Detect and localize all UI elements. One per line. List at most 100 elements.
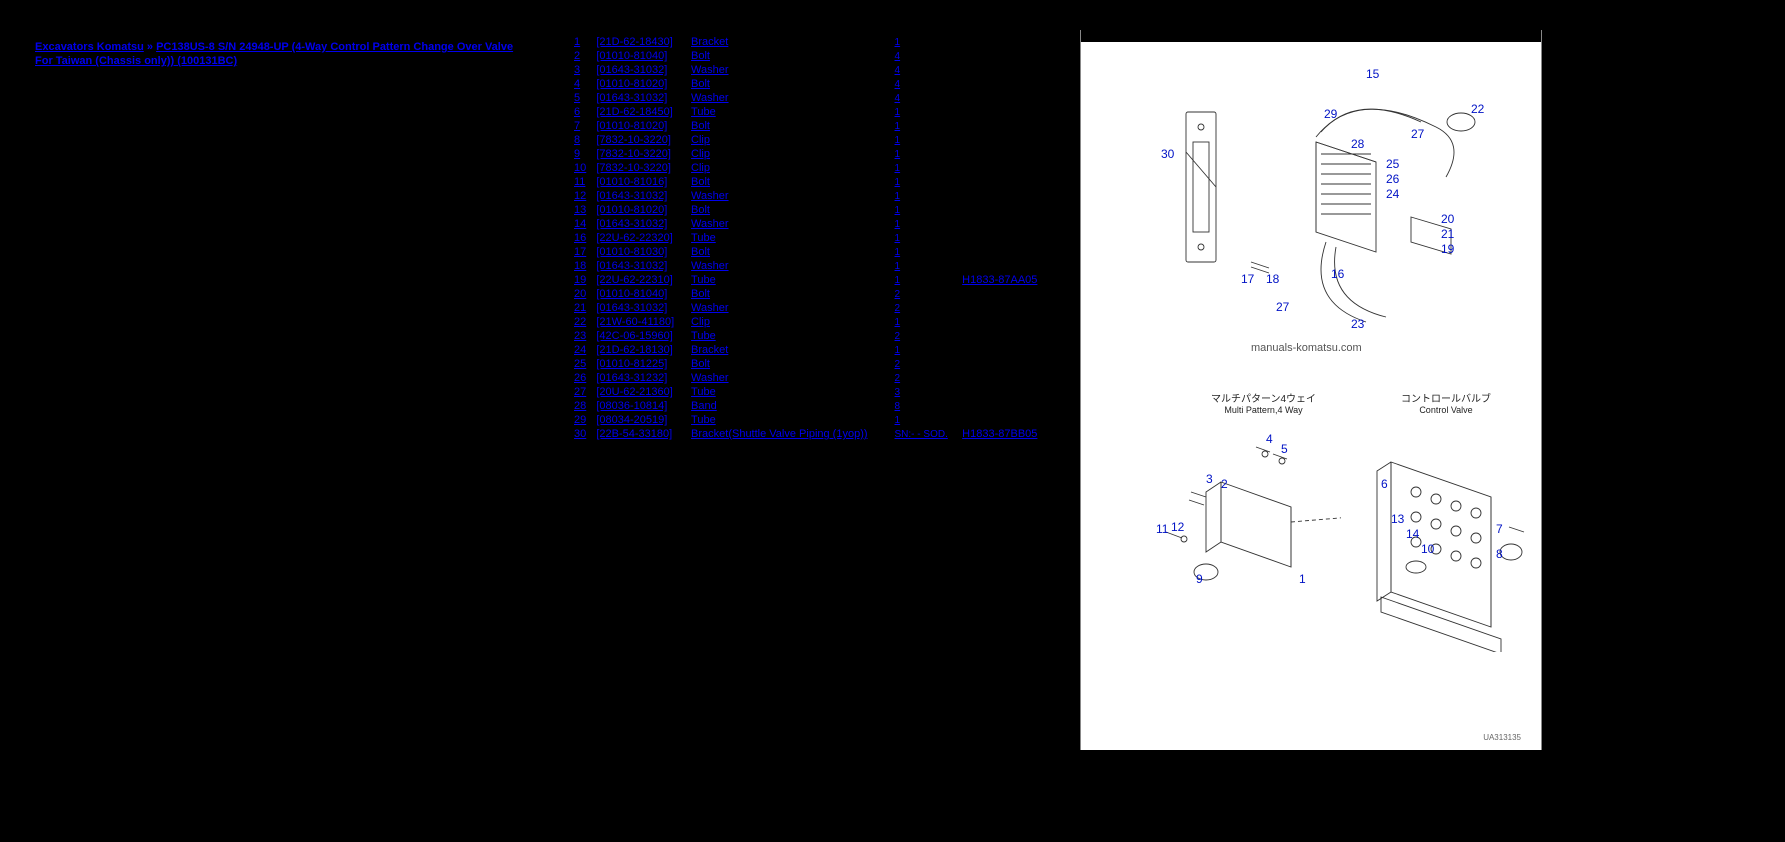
part-number-link[interactable]: [01643-31032]: [596, 92, 667, 104]
part-number-link[interactable]: [42C-06-15960]: [596, 330, 672, 342]
part-qty-sn-link[interactable]: 1: [895, 121, 901, 132]
part-desc-link[interactable]: Bracket: [691, 36, 728, 48]
part-desc-link[interactable]: Bracket: [691, 344, 728, 356]
part-desc-link[interactable]: Bolt: [691, 246, 710, 258]
part-desc-link[interactable]: Washer: [691, 372, 729, 384]
part-pos-link[interactable]: 20: [574, 288, 586, 300]
part-qty-sn-link[interactable]: 4: [895, 65, 901, 76]
part-pos-link[interactable]: 18: [574, 260, 586, 272]
part-pos-link[interactable]: 23: [574, 330, 586, 342]
part-pos-link[interactable]: 3: [574, 64, 580, 76]
part-number-link[interactable]: [01643-31032]: [596, 302, 667, 314]
part-desc-link[interactable]: Washer: [691, 64, 729, 76]
part-pos-link[interactable]: 27: [574, 386, 586, 398]
part-number-link[interactable]: [01643-31232]: [596, 372, 667, 384]
part-number-link[interactable]: [22B-54-33180]: [596, 428, 672, 440]
part-qty-sn-link[interactable]: 1: [895, 191, 901, 202]
part-pos-link[interactable]: 29: [574, 414, 586, 426]
part-desc-link[interactable]: Tube: [691, 414, 716, 426]
part-pos-link[interactable]: 24: [574, 344, 586, 356]
breadcrumb-seg-1[interactable]: Excavators Komatsu: [35, 41, 144, 53]
part-qty-sn-link[interactable]: 1: [895, 261, 901, 272]
part-number-link[interactable]: [21W-60-41180]: [596, 316, 674, 328]
part-qty-sn-link[interactable]: 8: [895, 401, 901, 412]
part-qty-sn-link[interactable]: 1: [895, 37, 901, 48]
part-number-link[interactable]: [08034-20519]: [596, 414, 667, 426]
part-number-link[interactable]: [22U-62-22310]: [596, 274, 672, 286]
part-number-link[interactable]: [21D-62-18130]: [596, 344, 672, 356]
part-number-link[interactable]: [01010-81020]: [596, 120, 667, 132]
part-desc-link[interactable]: Bracket(Shuttle Valve Piping (1yop)): [691, 428, 868, 440]
part-qty-sn-link[interactable]: 4: [895, 79, 901, 90]
part-qty-sn-link[interactable]: 2: [895, 303, 901, 314]
part-pos-link[interactable]: 25: [574, 358, 586, 370]
part-desc-link[interactable]: Washer: [691, 92, 729, 104]
part-desc-link[interactable]: Bolt: [691, 78, 710, 90]
part-number-link[interactable]: [01010-81225]: [596, 358, 667, 370]
part-pos-link[interactable]: 6: [574, 106, 580, 118]
part-desc-link[interactable]: Clip: [691, 134, 710, 146]
part-pos-link[interactable]: 12: [574, 190, 586, 202]
part-qty-sn-link[interactable]: 1: [895, 205, 901, 216]
part-pos-link[interactable]: 5: [574, 92, 580, 104]
part-desc-link[interactable]: Bolt: [691, 288, 710, 300]
part-qty-sn-link[interactable]: 1: [895, 107, 901, 118]
part-qty-sn-link[interactable]: 1: [895, 233, 901, 244]
part-pos-link[interactable]: 30: [574, 428, 586, 440]
part-pos-link[interactable]: 26: [574, 372, 586, 384]
part-desc-link[interactable]: Washer: [691, 218, 729, 230]
part-pos-link[interactable]: 1: [574, 36, 580, 48]
part-pos-link[interactable]: 4: [574, 78, 580, 90]
part-number-link[interactable]: [01010-81020]: [596, 78, 667, 90]
part-desc-link[interactable]: Washer: [691, 302, 729, 314]
part-desc-link[interactable]: Tube: [691, 106, 716, 118]
part-pos-link[interactable]: 16: [574, 232, 586, 244]
part-pos-link[interactable]: 8: [574, 134, 580, 146]
part-number-link[interactable]: [01010-81040]: [596, 288, 667, 300]
part-desc-link[interactable]: Clip: [691, 148, 710, 160]
part-qty-sn-link[interactable]: 1: [895, 317, 901, 328]
part-desc-link[interactable]: Tube: [691, 232, 716, 244]
part-qty-sn-link[interactable]: 1: [895, 163, 901, 174]
part-pos-link[interactable]: 22: [574, 316, 586, 328]
part-pos-link[interactable]: 10: [574, 162, 586, 174]
part-desc-link[interactable]: Clip: [691, 162, 710, 174]
part-qty-sn-link[interactable]: 2: [895, 359, 901, 370]
part-number-link[interactable]: [21D-62-18430]: [596, 36, 672, 48]
part-desc-link[interactable]: Tube: [691, 386, 716, 398]
part-pos-link[interactable]: 13: [574, 204, 586, 216]
part-qty-sn-link[interactable]: 1: [895, 247, 901, 258]
part-desc-link[interactable]: Bolt: [691, 358, 710, 370]
part-desc-link[interactable]: Bolt: [691, 50, 710, 62]
part-number-link[interactable]: [20U-62-21360]: [596, 386, 672, 398]
part-qty-sn-link[interactable]: 1: [895, 135, 901, 146]
part-number-link[interactable]: [01643-31032]: [596, 64, 667, 76]
part-desc-link[interactable]: Tube: [691, 274, 716, 286]
part-number-link[interactable]: [01643-31032]: [596, 260, 667, 272]
part-desc-link[interactable]: Tube: [691, 330, 716, 342]
part-desc-link[interactable]: Washer: [691, 260, 729, 272]
part-qty-sn-link[interactable]: 1: [895, 345, 901, 356]
part-qty-sn-link[interactable]: 1: [895, 177, 901, 188]
part-pos-link[interactable]: 11: [574, 176, 585, 188]
part-desc-link[interactable]: Bolt: [691, 176, 710, 188]
part-desc-link[interactable]: Washer: [691, 190, 729, 202]
part-pos-link[interactable]: 19: [574, 274, 586, 286]
part-number-link[interactable]: [7832-10-3220]: [596, 134, 671, 146]
part-sub-link[interactable]: H1833-87BB05: [962, 428, 1037, 440]
part-number-link[interactable]: [22U-62-22320]: [596, 232, 672, 244]
part-qty-sn-link[interactable]: 1: [895, 149, 901, 160]
part-number-link[interactable]: [01010-81030]: [596, 246, 667, 258]
part-desc-link[interactable]: Clip: [691, 316, 710, 328]
part-number-link[interactable]: [21D-62-18450]: [596, 106, 672, 118]
part-qty-sn-link[interactable]: 1: [895, 275, 901, 286]
part-number-link[interactable]: [01010-81016]: [596, 176, 667, 188]
part-desc-link[interactable]: Bolt: [691, 204, 710, 216]
part-qty-sn-link[interactable]: 4: [895, 93, 901, 104]
part-number-link[interactable]: [01643-31032]: [596, 218, 667, 230]
part-number-link[interactable]: [7832-10-3220]: [596, 148, 671, 160]
part-pos-link[interactable]: 2: [574, 50, 580, 62]
part-sub-link[interactable]: H1833-87AA05: [962, 274, 1037, 286]
part-qty-sn-link[interactable]: 2: [895, 373, 901, 384]
part-number-link[interactable]: [7832-10-3220]: [596, 162, 671, 174]
